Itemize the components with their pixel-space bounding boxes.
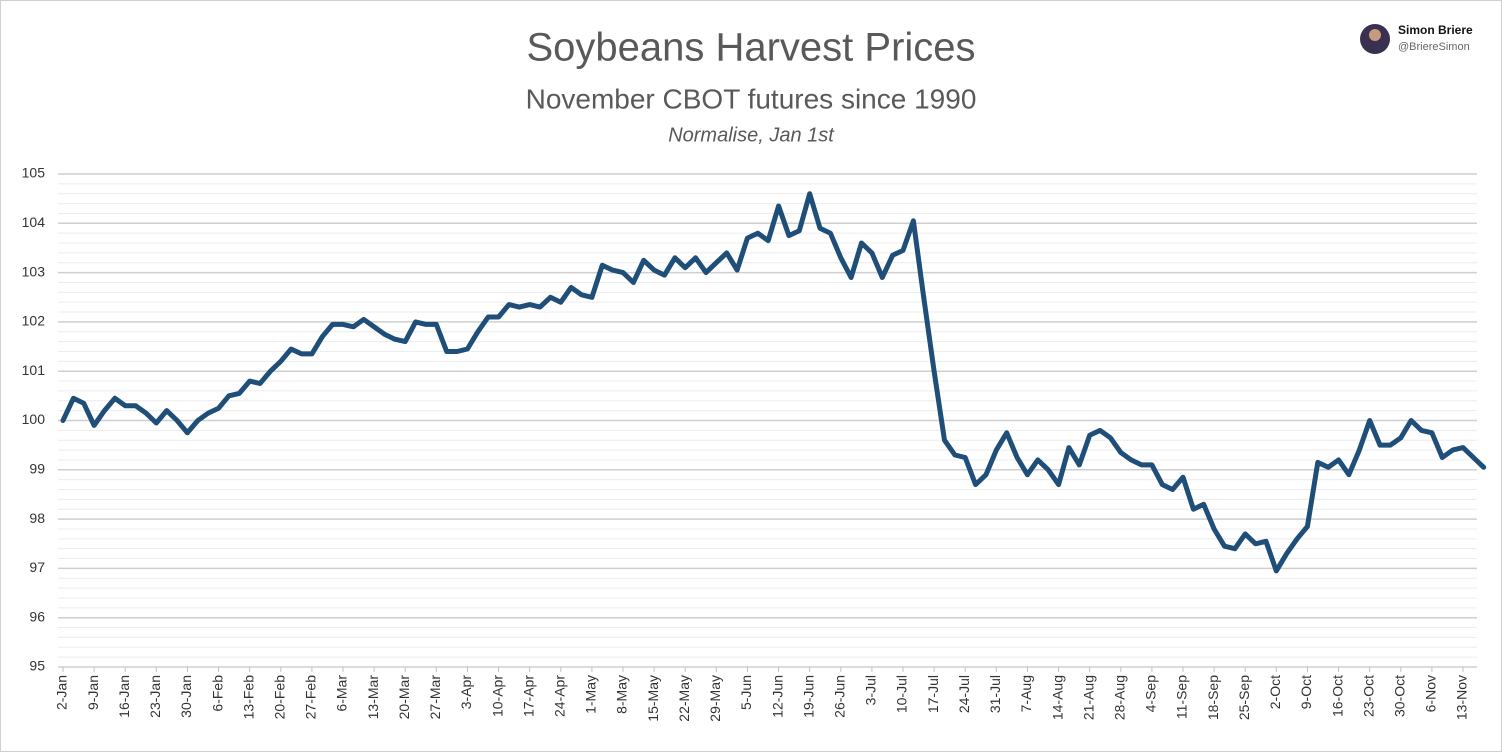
- y-tick-label: 97: [29, 559, 45, 575]
- y-tick-label: 99: [29, 461, 45, 477]
- y-tick-label: 102: [22, 313, 46, 329]
- y-tick-label: 104: [22, 214, 46, 230]
- x-tick-label: 20-Mar: [396, 675, 412, 720]
- x-tick-label: 22-May: [676, 675, 692, 722]
- y-tick-label: 100: [22, 411, 46, 427]
- x-tick-label: 24-Jul: [956, 675, 972, 713]
- x-tick-label: 5-Jun: [738, 675, 754, 710]
- x-tick-label: 28-Aug: [1111, 675, 1127, 720]
- x-tick-label: 13-Nov: [1454, 675, 1470, 720]
- x-tick-label: 4-Sep: [1143, 675, 1159, 713]
- x-tick-label: 18-Sep: [1205, 675, 1221, 720]
- x-tick-label: 23-Oct: [1360, 675, 1376, 717]
- x-tick-label: 20-Feb: [271, 675, 287, 720]
- x-tick-label: 3-Jul: [863, 675, 879, 705]
- y-tick-label: 105: [22, 165, 46, 181]
- x-tick-label: 8-May: [614, 675, 630, 714]
- x-tick-label: 29-May: [707, 675, 723, 722]
- x-tick-label: 15-May: [645, 675, 661, 722]
- x-tick-label: 2-Jan: [54, 675, 70, 710]
- x-tick-label: 30-Oct: [1391, 675, 1407, 717]
- x-tick-label: 17-Apr: [520, 675, 536, 717]
- x-tick-label: 10-Apr: [489, 675, 505, 717]
- author-badge: Simon Briere @BriereSimon: [1360, 23, 1473, 54]
- author-handle: @BriereSimon: [1398, 41, 1470, 53]
- data-line: [60, 191, 1487, 574]
- x-tick-label: 11-Sep: [1174, 675, 1190, 719]
- x-tick-label: 10-Jul: [894, 675, 910, 713]
- y-tick-label: 96: [29, 608, 45, 624]
- x-tick-label: 24-Apr: [551, 675, 567, 717]
- x-tick-label: 3-Apr: [458, 675, 474, 710]
- chart-note: Normalise, Jan 1st: [668, 124, 835, 146]
- x-tick-label: 1-May: [583, 675, 599, 714]
- x-tick-label: 13-Feb: [240, 675, 256, 720]
- y-tick-label: 98: [29, 510, 45, 526]
- avatar-face: [1369, 29, 1381, 41]
- x-tick-label: 6-Nov: [1423, 675, 1439, 712]
- x-tick-label: 14-Aug: [1049, 675, 1065, 720]
- x-tick-label: 19-Jun: [800, 675, 816, 718]
- x-tick-label: 26-Jun: [831, 675, 847, 718]
- x-tick-label: 31-Jul: [987, 675, 1003, 713]
- x-tick-label: 6-Feb: [209, 675, 225, 712]
- plot: [60, 191, 1487, 574]
- y-tick-label: 101: [22, 362, 46, 378]
- x-tick-label: 21-Aug: [1080, 675, 1096, 720]
- y-tick-label: 95: [29, 658, 45, 674]
- x-tick-label: 9-Oct: [1298, 675, 1314, 709]
- x-tick-label: 13-Mar: [365, 675, 381, 720]
- grid: 95 96 97 98 99 100 101 102 103 104 105 2-Jan 9-Jan 16…: [22, 165, 1477, 722]
- x-tick-label: 6-Mar: [334, 675, 350, 712]
- x-tick-label: 27-Feb: [303, 675, 319, 720]
- x-tick-label: 25-Sep: [1236, 675, 1252, 720]
- x-tick-label: 7-Aug: [1018, 675, 1034, 712]
- x-tick-label: 30-Jan: [178, 675, 194, 718]
- x-tick-label: 16-Oct: [1329, 675, 1345, 717]
- x-tick-label: 16-Jan: [116, 675, 132, 718]
- x-tick-label: 9-Jan: [85, 675, 101, 710]
- x-tick-label: 17-Jul: [925, 675, 941, 713]
- x-tick-label: 12-Jun: [769, 675, 785, 718]
- x-tick-label: 23-Jan: [147, 675, 163, 718]
- y-tick-label: 103: [22, 263, 46, 279]
- x-tick-label: 27-Mar: [427, 675, 443, 720]
- chart-subtitle: November CBOT futures since 1990: [526, 83, 977, 114]
- author-name: Simon Briere: [1398, 23, 1473, 37]
- chart-title: Soybeans Harvest Prices: [526, 26, 975, 70]
- x-tick-label: 2-Oct: [1267, 675, 1283, 709]
